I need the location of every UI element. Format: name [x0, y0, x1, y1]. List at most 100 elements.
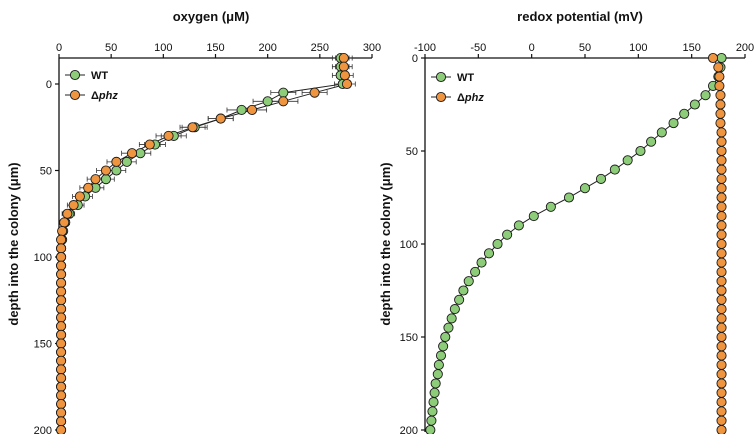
- redox-plot-area: [425, 52, 727, 434]
- redox-y-axis-label: depth into the colony (μm): [378, 162, 393, 325]
- redox-series-wt-point: [595, 173, 607, 184]
- redox-y-tick-label: 0: [412, 53, 418, 65]
- redox-x-ticks: -100 -50 0 50 100 150 200: [414, 42, 754, 58]
- redox-series-phz-point: [716, 369, 727, 380]
- oxygen-series-phz-point: [187, 122, 198, 133]
- redox-series-wt-point: [470, 266, 481, 277]
- redox-series-wt-point: [716, 52, 727, 64]
- redox-legend: WT Δphz: [431, 71, 484, 104]
- redox-series-phz-point: [716, 322, 727, 333]
- redox-series-phz-point: [707, 52, 719, 64]
- oxygen-series-phz-point: [111, 156, 122, 167]
- redox-series-wt-point: [679, 108, 690, 119]
- redox-x-tick-label: -100: [414, 42, 436, 54]
- oxygen-series-phz-point: [339, 70, 350, 81]
- oxygen-x-tick-label: 200: [258, 42, 276, 54]
- redox-series-phz-point: [714, 80, 725, 91]
- redox-x-tick-label: 0: [529, 42, 535, 54]
- redox-series-phz-point: [716, 266, 727, 277]
- legend-text: WT: [91, 70, 108, 82]
- redox-y-tick-label: 200: [400, 425, 418, 434]
- oxygen-series-wt-point: [262, 96, 273, 107]
- oxygen-series-phz-point: [56, 260, 67, 271]
- oxygen-x-ticks: 0 50 100 150 200 250 300: [56, 42, 381, 58]
- redox-series-phz-point: [716, 211, 727, 222]
- oxygen-series-phz-point: [341, 78, 353, 90]
- oxygen-series-wt-point: [236, 104, 247, 115]
- redox-series-phz-point: [716, 341, 727, 352]
- redox-series-phz-point: [716, 220, 727, 231]
- redox-series-wt-point: [454, 294, 465, 305]
- redox-series-phz-point: [716, 155, 727, 166]
- legend-marker: [435, 91, 447, 103]
- redox-y-tick-label: 150: [400, 332, 418, 344]
- redox-series-phz-point: [713, 62, 724, 73]
- redox-panel: redox potential (mV) depth into the colo…: [378, 9, 754, 434]
- oxygen-series-phz-point: [56, 286, 67, 297]
- redox-series-wt-point: [426, 415, 437, 426]
- legend-marker: [435, 71, 447, 83]
- oxygen-series-phz-point: [246, 104, 258, 115]
- redox-series-wt-point: [427, 406, 438, 417]
- redox-series-phz-point: [716, 192, 727, 203]
- oxygen-x-tick-label: 300: [363, 42, 381, 54]
- redox-series-wt-point: [689, 99, 700, 110]
- redox-series-phz-point: [716, 397, 727, 408]
- legend-label-wt: WT: [91, 70, 108, 82]
- redox-series-phz-point: [716, 238, 727, 250]
- oxygen-series-phz-point: [56, 424, 67, 434]
- oxygen-series-phz-point: [56, 390, 67, 401]
- oxygen-series-phz-point: [59, 217, 70, 228]
- oxygen-series-phz-point: [144, 139, 155, 150]
- redox-series-wt-point: [545, 201, 556, 212]
- redox-series-phz-point: [716, 359, 727, 370]
- redox-series-phz-point: [716, 183, 727, 194]
- oxygen-series-phz-point: [215, 113, 226, 124]
- redox-series-wt-point: [435, 350, 447, 361]
- oxygen-series-phz-point: [56, 243, 67, 254]
- redox-series-phz-point: [716, 387, 727, 398]
- legend-text: WT: [457, 72, 474, 84]
- redox-series-wt-point: [432, 369, 443, 380]
- redox-x-tick-label: 150: [682, 42, 700, 54]
- redox-series-wt-point: [563, 192, 575, 203]
- redox-series-phz-point: [716, 201, 727, 212]
- oxygen-series-phz-point: [56, 329, 67, 340]
- oxygen-series-phz-point: [100, 165, 111, 176]
- redox-series-wt-point: [438, 341, 449, 352]
- oxygen-series-phz-point: [56, 373, 67, 384]
- oxygen-series-phz-point: [62, 208, 73, 219]
- redox-series-wt-point: [609, 164, 620, 175]
- oxygen-series-phz-point: [338, 53, 349, 64]
- oxygen-series-wt-point: [135, 148, 146, 159]
- redox-series-wt-point: [656, 127, 667, 138]
- redox-series-wt-point: [430, 378, 441, 389]
- legend-label-phz: Δphz: [91, 90, 118, 102]
- oxygen-series-phz-point: [74, 191, 85, 202]
- redox-series-wt-point: [579, 183, 591, 194]
- oxygen-series-phz-line: [60, 58, 348, 430]
- oxygen-x-tick-label: 250: [311, 42, 329, 54]
- oxygen-plot-area: [56, 53, 356, 434]
- legend-marker: [69, 69, 81, 81]
- redox-series-wt-point: [433, 359, 444, 370]
- redox-series-wt-point: [446, 313, 457, 324]
- oxygen-series-phz-point: [90, 174, 101, 185]
- redox-series-phz-point: [715, 99, 726, 110]
- oxygen-y-tick-label: 200: [34, 425, 52, 434]
- oxygen-series-wt-point: [100, 174, 111, 185]
- redox-series-wt-point: [425, 424, 436, 434]
- redox-series-phz-point: [716, 378, 727, 389]
- oxygen-y-tick-label: 100: [34, 252, 52, 264]
- redox-series-wt-point: [502, 229, 513, 240]
- oxygen-series-phz-point: [56, 398, 67, 410]
- oxygen-series-phz-point: [56, 407, 67, 418]
- redox-series-phz-point: [716, 248, 727, 259]
- redox-series-wt-point: [635, 145, 646, 157]
- oxygen-series-phz-point: [278, 96, 289, 107]
- oxygen-series-phz-point: [83, 182, 94, 193]
- redox-series-wt-point: [443, 322, 454, 333]
- redox-y-tick-label: 100: [400, 239, 418, 251]
- oxygen-series-phz-point: [56, 312, 67, 323]
